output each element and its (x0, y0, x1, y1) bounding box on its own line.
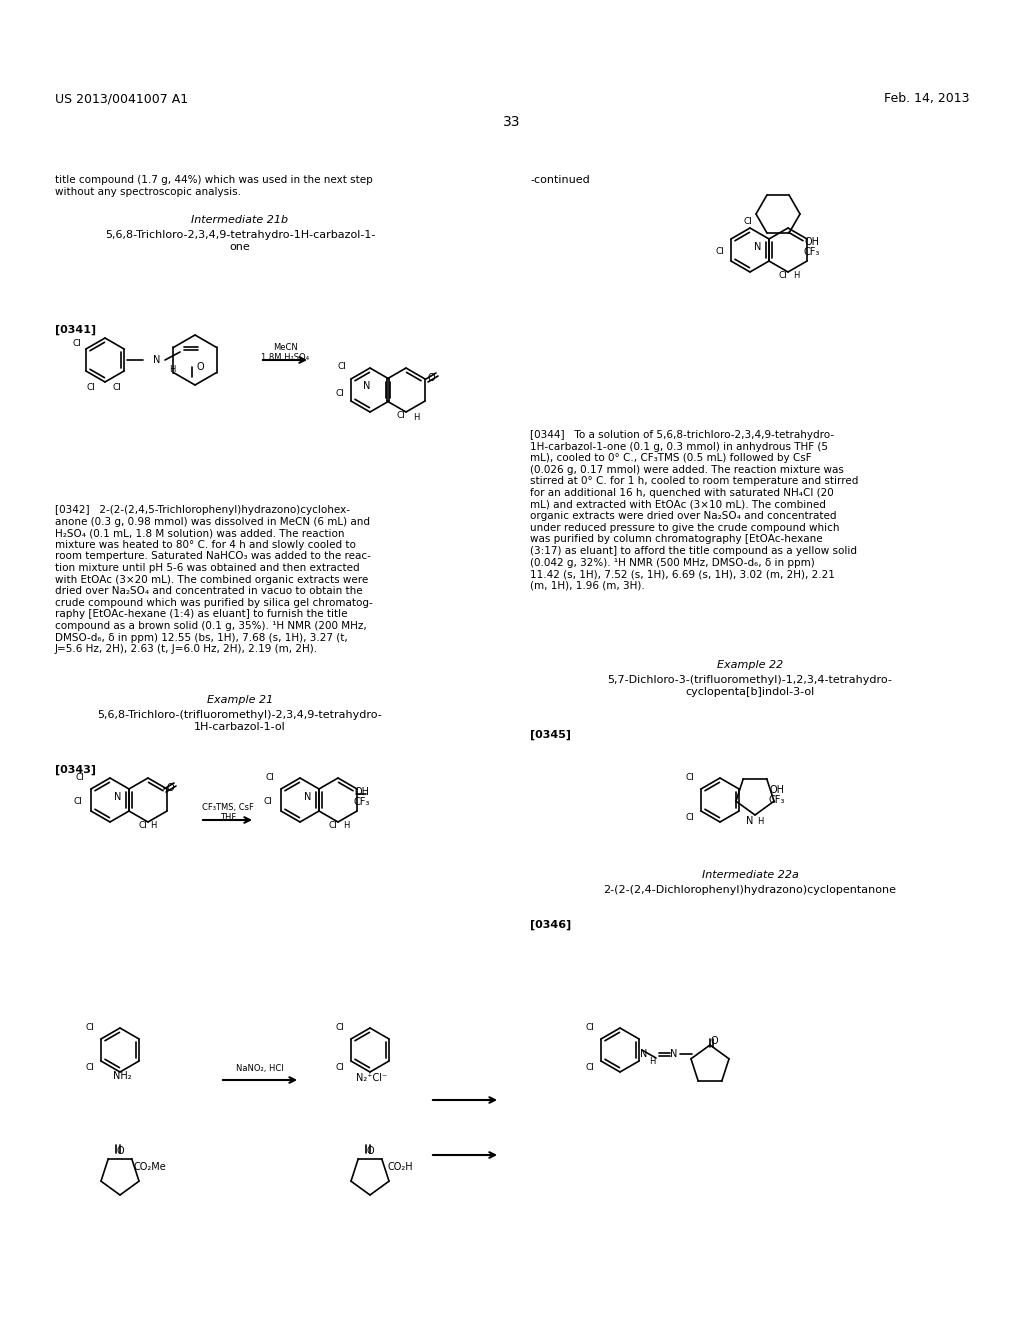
Text: H: H (150, 821, 157, 830)
Text: N: N (746, 816, 754, 826)
Text: Cl: Cl (586, 1023, 595, 1032)
Text: -continued: -continued (530, 176, 590, 185)
Text: Cl: Cl (743, 218, 753, 227)
Text: Cl: Cl (76, 774, 84, 783)
Text: Cl: Cl (396, 412, 406, 421)
Text: OH: OH (354, 787, 370, 797)
Text: Cl: Cl (586, 1064, 595, 1072)
Text: H: H (793, 272, 799, 281)
Text: H: H (169, 366, 175, 375)
Text: H: H (413, 413, 419, 422)
Text: Cl: Cl (716, 248, 724, 256)
Text: CF₃: CF₃ (804, 247, 820, 257)
Text: Cl: Cl (86, 1023, 94, 1032)
Text: 33: 33 (503, 115, 521, 129)
Text: Cl: Cl (336, 1023, 344, 1032)
Text: 5,7-Dichloro-3-(trifluoromethyl)-1,2,3,4-tetrahydro-
cyclopenta[b]indol-3-ol: 5,7-Dichloro-3-(trifluoromethyl)-1,2,3,4… (607, 675, 893, 697)
Text: [0343]: [0343] (55, 766, 96, 775)
Text: O: O (116, 1146, 124, 1156)
Text: Cl: Cl (329, 821, 338, 830)
Text: O: O (367, 1146, 374, 1156)
Text: CO₂H: CO₂H (387, 1162, 413, 1172)
Text: N: N (304, 792, 311, 803)
Text: CO₂Me: CO₂Me (133, 1162, 166, 1172)
Text: Example 22: Example 22 (717, 660, 783, 671)
Text: NaNO₂, HCl: NaNO₂, HCl (237, 1064, 284, 1072)
Text: H: H (757, 817, 763, 825)
Text: Cl: Cl (778, 272, 787, 281)
Text: Cl: Cl (685, 813, 694, 822)
Text: 2-(2-(2,4-Dichlorophenyl)hydrazono)cyclopentanone: 2-(2-(2,4-Dichlorophenyl)hydrazono)cyclo… (603, 884, 896, 895)
Text: Cl: Cl (336, 1064, 344, 1072)
Text: Cl: Cl (74, 797, 83, 807)
Text: O: O (197, 362, 204, 372)
Text: [0344]   To a solution of 5,6,8-trichloro-2,3,4,9-tetrahydro-
1H-carbazol-1-one : [0344] To a solution of 5,6,8-trichloro-… (530, 430, 858, 591)
Text: [0341]: [0341] (55, 325, 96, 335)
Text: CF₃TMS, CsF: CF₃TMS, CsF (202, 804, 254, 813)
Text: 5,6,8-Trichloro-2,3,4,9-tetrahydro-1H-carbazol-1-
one: 5,6,8-Trichloro-2,3,4,9-tetrahydro-1H-ca… (104, 230, 375, 252)
Text: N₂⁺Cl⁻: N₂⁺Cl⁻ (356, 1073, 387, 1082)
Text: H: H (343, 821, 349, 830)
Text: H: H (649, 1057, 655, 1067)
Text: O: O (166, 783, 174, 793)
Text: 5,6,8-Trichloro-(trifluoromethyl)-2,3,4,9-tetrahydro-
1H-carbazol-1-ol: 5,6,8-Trichloro-(trifluoromethyl)-2,3,4,… (97, 710, 382, 731)
Text: 1.8M H₂SO₄: 1.8M H₂SO₄ (261, 354, 309, 363)
Text: THF: THF (220, 813, 237, 822)
Text: NH₂: NH₂ (113, 1071, 131, 1081)
Text: title compound (1.7 g, 44%) which was used in the next step
without any spectros: title compound (1.7 g, 44%) which was us… (55, 176, 373, 197)
Text: Feb. 14, 2013: Feb. 14, 2013 (884, 92, 969, 106)
Text: N: N (115, 792, 122, 803)
Text: Cl: Cl (685, 774, 694, 783)
Text: Cl: Cl (87, 384, 95, 392)
Text: Cl: Cl (336, 389, 344, 399)
Text: N: N (640, 1049, 648, 1059)
Text: Cl: Cl (263, 797, 272, 807)
Text: Cl: Cl (113, 384, 122, 392)
Text: [0346]: [0346] (530, 920, 571, 931)
Text: OH: OH (805, 238, 819, 247)
Text: [0345]: [0345] (530, 730, 571, 741)
Text: Cl: Cl (338, 362, 346, 371)
Text: N: N (755, 242, 762, 252)
Text: Cl: Cl (73, 339, 82, 348)
Text: CF₃: CF₃ (769, 795, 785, 805)
Text: Example 21: Example 21 (207, 696, 273, 705)
Text: CF₃: CF₃ (354, 797, 371, 807)
Text: [0342]   2-(2-(2,4,5-Trichlorophenyl)hydrazono)cyclohex-
anone (0.3 g, 0.98 mmol: [0342] 2-(2-(2,4,5-Trichlorophenyl)hydra… (55, 506, 373, 655)
Text: N: N (671, 1049, 678, 1059)
Text: N: N (364, 381, 371, 391)
Text: Cl: Cl (265, 774, 274, 783)
Text: O: O (427, 374, 435, 383)
Text: O: O (711, 1036, 718, 1045)
Text: US 2013/0041007 A1: US 2013/0041007 A1 (55, 92, 188, 106)
Text: Cl: Cl (138, 821, 147, 830)
Text: Cl: Cl (86, 1064, 94, 1072)
Text: OH: OH (769, 785, 784, 795)
Text: Intermediate 22a: Intermediate 22a (701, 870, 799, 880)
Text: N: N (154, 355, 161, 366)
Text: Intermediate 21b: Intermediate 21b (191, 215, 289, 224)
Text: MeCN: MeCN (272, 343, 297, 352)
